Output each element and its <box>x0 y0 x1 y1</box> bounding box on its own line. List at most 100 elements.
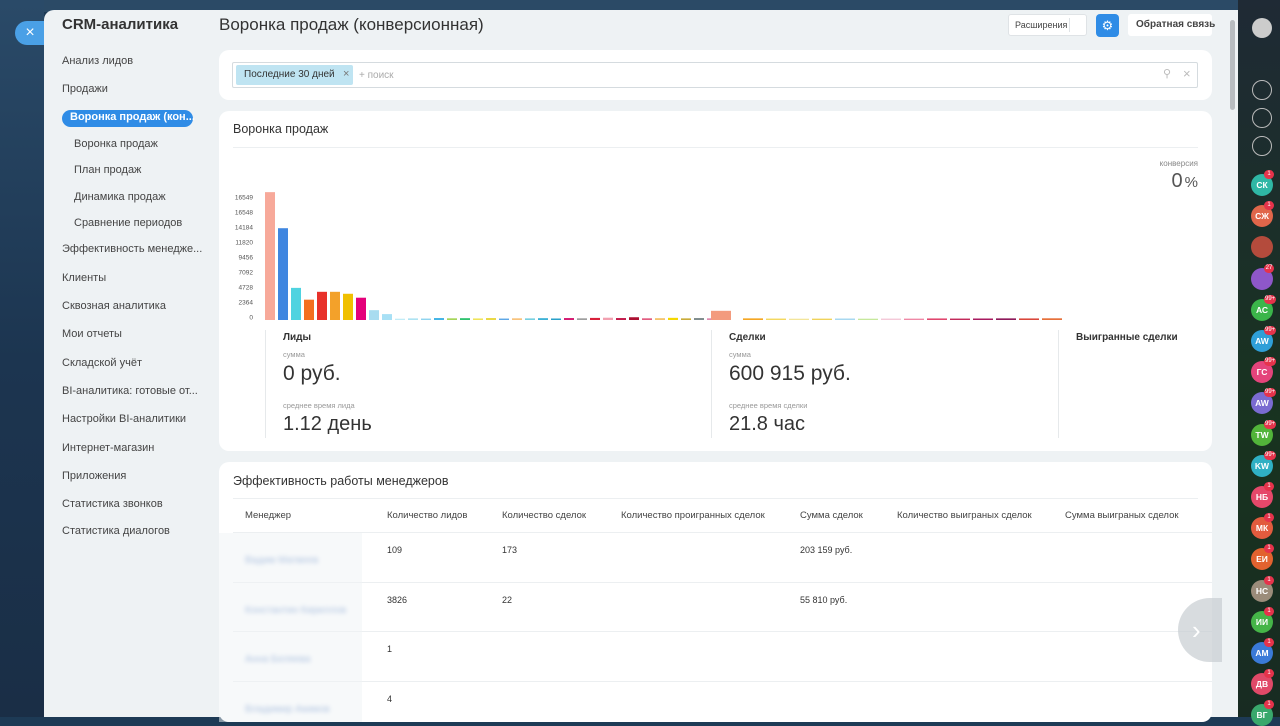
menu-item[interactable]: Приложения <box>62 470 127 482</box>
avatar-initials: ЕИ <box>1256 554 1268 565</box>
scrollbar <box>1230 20 1235 110</box>
avatar[interactable]: ИИ 1 <box>1251 606 1274 633</box>
left-background <box>0 0 44 717</box>
table-cell: 3826 <box>387 594 408 605</box>
menu-item[interactable]: Интернет-магазин <box>62 442 155 454</box>
bar <box>590 317 600 320</box>
bar <box>564 318 574 320</box>
managers-card: Эффективность работы менеджеров Менеджер К… <box>219 462 1222 722</box>
avatar-initials: НС <box>1255 585 1269 596</box>
avatar[interactable]: AW 99+ <box>1251 326 1277 352</box>
y-axis-label: 9456 <box>239 255 254 262</box>
avatar[interactable]: ДВ 1 <box>1251 669 1274 696</box>
avatar-badge: 99+ <box>1264 419 1277 429</box>
avatar[interactable]: СК 1 <box>1251 170 1274 196</box>
avatar-initials: ДВ <box>1255 679 1269 690</box>
menu-item[interactable]: План продаж <box>74 164 142 176</box>
bar <box>835 318 855 320</box>
bar <box>812 318 832 320</box>
feedback-button[interactable]: Обратная связь <box>1128 14 1216 36</box>
menu-item[interactable]: Анализ лидов <box>62 55 134 67</box>
avatar[interactable]: НС 1 <box>1251 575 1274 602</box>
search-icon: ⚲ <box>1163 68 1172 80</box>
table-cell: 4 <box>387 693 393 704</box>
time-label: среднее время лида <box>283 401 355 410</box>
close-button[interactable]: × <box>15 21 45 45</box>
conversion: 0% <box>1172 170 1198 193</box>
scroll-right-button[interactable]: › <box>1178 598 1222 662</box>
funnel-title: Воронка продаж <box>233 122 329 136</box>
menu-item[interactable]: BI-аналитика: готовые от... <box>62 385 198 397</box>
clear-icon[interactable]: × <box>1183 66 1191 81</box>
y-axis-label: 16549 <box>235 195 253 202</box>
menu-item[interactable]: Продажи <box>62 83 108 95</box>
menu-item-active[interactable]: Воронка продаж (кон... <box>62 110 195 127</box>
column-header: Количество проигранных сделок <box>621 510 765 521</box>
divider <box>233 498 1198 499</box>
avatar[interactable]: ЕИ 1 <box>1251 544 1274 571</box>
menu-item[interactable]: Динамика продаж <box>74 191 166 203</box>
avatar-badge: 1 <box>1264 482 1274 491</box>
avatar-badge: 1 <box>1264 544 1274 554</box>
conversion-unit: % <box>1184 174 1198 191</box>
toolbar-icon[interactable] <box>1252 80 1272 100</box>
extensions-button[interactable]: Расширения <box>1008 14 1087 36</box>
avatar[interactable]: АС 99+ <box>1251 294 1277 321</box>
menu-item[interactable]: Складской учёт <box>62 357 142 369</box>
toolbar-icon[interactable] <box>1252 136 1272 156</box>
avatar-initials: ИИ <box>1255 616 1269 627</box>
bar <box>766 318 786 320</box>
y-axis-label: 0 <box>249 315 253 322</box>
gear-button[interactable]: ⚙ <box>1096 14 1119 37</box>
tag-remove[interactable]: × <box>343 68 350 80</box>
bar <box>858 318 878 320</box>
menu-item-label: Воронка продаж (кон... <box>70 111 195 123</box>
bar <box>382 314 392 320</box>
feedback-label: Обратная связь <box>1136 19 1216 30</box>
avatar[interactable]: AW 99+ <box>1251 388 1277 415</box>
top-background <box>44 0 1238 12</box>
avatar[interactable]: МК 1 <box>1251 513 1274 540</box>
avatar[interactable]: НБ 1 <box>1251 482 1274 508</box>
menu-item[interactable]: Сквозная аналитика <box>62 300 166 312</box>
menu-item[interactable]: Статистика диалогов <box>62 525 170 537</box>
search-input[interactable]: Последние 30 дней × + поиск ⚲ × <box>232 62 1198 88</box>
menu-item[interactable]: Клиенты <box>62 272 107 284</box>
bar <box>881 318 901 320</box>
y-axis-label: 11820 <box>235 240 253 247</box>
menu-item[interactable]: Эффективность менедже... <box>62 243 203 255</box>
menu-item[interactable]: Воронка продаж <box>74 138 158 150</box>
avatar[interactable]: ГС 99+ <box>1251 357 1277 384</box>
menu-item[interactable]: Сравнение периодов <box>74 217 183 229</box>
bar <box>369 310 379 320</box>
avatar-badge: 27 <box>1264 263 1274 273</box>
avatar[interactable]: KW 99+ <box>1251 450 1277 477</box>
time-value: 1.12 день <box>283 413 372 435</box>
menu-item[interactable]: Настройки BI-аналитики <box>62 413 187 425</box>
menu-item[interactable]: Статистика звонков <box>62 498 163 510</box>
avatar[interactable]: СЖ 1 <box>1251 201 1274 228</box>
bar <box>421 318 431 320</box>
table-cell: 1 <box>387 644 393 654</box>
bar <box>304 299 314 320</box>
avatar-initials: AW <box>1255 336 1269 346</box>
avatar[interactable]: ВГ 1 <box>1251 700 1274 726</box>
menu-item[interactable]: Мои отчеты <box>62 328 122 340</box>
avatar[interactable]: 27 <box>1251 263 1274 290</box>
bar <box>655 318 665 320</box>
toolbar-icon[interactable] <box>1252 18 1272 38</box>
avatar[interactable]: АМ 1 <box>1251 638 1274 664</box>
table-cell: 203 159 руб. <box>800 545 853 555</box>
conversion-value: 0 <box>1171 170 1183 192</box>
y-axis-label: 16548 <box>235 210 253 217</box>
summary-divider <box>711 330 712 438</box>
toolbar-icon[interactable] <box>1252 108 1272 128</box>
avatar[interactable] <box>1251 236 1273 259</box>
funnel-chart: 16549 16548 14184 11820 9456 7092 4728 2364 0 <box>235 192 1062 322</box>
column-header: Менеджер <box>245 510 292 521</box>
filter-tag[interactable]: Последние 30 дней × <box>236 65 353 85</box>
y-axis-label: 14184 <box>235 225 253 232</box>
avatar[interactable]: TW 99+ <box>1251 419 1277 446</box>
row-divider <box>233 680 1212 682</box>
